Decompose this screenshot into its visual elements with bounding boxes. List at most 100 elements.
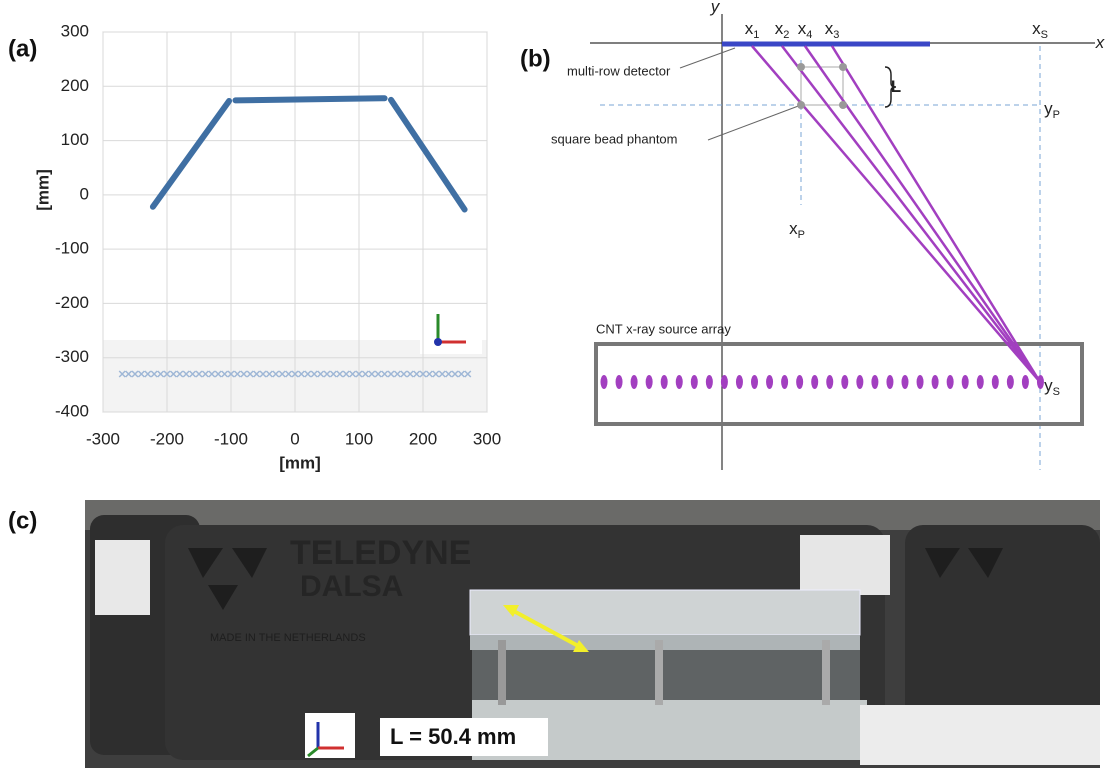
symbol-subscript: S [1041,29,1048,41]
source-marker [368,370,376,378]
source-marker [323,370,331,378]
source-marker [233,370,241,378]
x-tick-label: 200 [409,429,437,448]
x-tick-label: 300 [473,429,501,448]
source-marker [304,370,312,378]
symbol-subscript: S [1053,386,1060,398]
x-tick-label: -100 [214,429,248,448]
symbol-subscript: 4 [806,29,812,41]
x-tick-label: -300 [86,429,120,448]
y-tick-label: -300 [55,347,89,366]
source [720,375,728,389]
source-marker [240,370,248,378]
source [856,375,864,389]
symbol-main: x [1095,33,1105,52]
y-tick-label: 0 [80,184,89,203]
source [886,375,894,389]
source [600,375,608,389]
symbol-main: x [745,19,754,38]
source-marker [246,370,254,378]
source-marker [125,370,133,378]
source [751,375,758,389]
source [781,375,789,389]
source [961,375,969,389]
source-marker [157,370,165,378]
symbol-main: L [891,77,901,96]
source [901,375,909,389]
source-marker [381,370,389,378]
source-marker [355,370,363,378]
symbol-label: x4 [798,19,813,40]
y-tick-label: 300 [61,21,89,40]
source [931,375,939,389]
brand-text: DALSA [300,570,403,603]
source-marker [285,370,293,378]
source [630,375,638,389]
source [871,375,879,389]
symbol-label: x2 [775,19,790,40]
source-marker [297,370,305,378]
detector-line [149,95,468,213]
symbol-main: x [789,219,798,238]
source-marker [445,370,453,378]
source-marker [329,370,337,378]
symbol-label: x1 [745,19,760,40]
measurement-label: L = 50.4 mm [390,724,516,749]
source [735,375,743,389]
source-marker [291,370,299,378]
source-marker [413,370,421,378]
origin-text: MADE IN THE NETHERLANDS [210,632,366,644]
source [826,375,834,389]
diagram-label: multi-row detector [567,63,671,78]
source [766,375,774,389]
photo: L = 50.4 mm TELEDYNE DALSA MADE IN THE N… [85,500,1100,768]
brand-text: TELEDYNE [290,534,471,572]
source-marker [265,370,273,378]
source-marker [176,370,184,378]
symbol-label: xS [1032,19,1048,40]
source-marker [131,370,139,378]
source [1036,375,1044,389]
source [916,375,924,389]
symbol-subscript: P [1053,109,1060,121]
source [705,375,713,389]
source [645,375,653,389]
symbol-subscript: P [798,229,805,241]
symbol-main: x [798,19,807,38]
source-marker [393,370,401,378]
symbol-main: x [1032,19,1041,38]
symbol-label: yS [1044,376,1060,397]
symbol-label: L [891,77,901,96]
source-marker [259,370,267,378]
source-marker [451,370,459,378]
source [675,375,683,389]
source [1006,375,1014,389]
ray [781,45,1041,383]
source [811,375,819,389]
source-marker [137,370,145,378]
symbol-subscript: 3 [833,29,839,41]
x-tick-label: -200 [150,429,184,448]
panel-label: (a) [8,35,37,62]
symbol-main: x [825,19,834,38]
bead [839,101,847,109]
source-marker [278,370,286,378]
bead [797,63,805,71]
source-marker [457,370,465,378]
source-marker [464,370,472,378]
source [946,375,954,389]
diagram-label: CNT x-ray source array [596,321,731,336]
x-axis-label: [mm] [279,453,321,472]
source-marker [150,370,158,378]
source [796,375,804,389]
source-marker [387,370,395,378]
source-marker [214,370,222,378]
source [976,375,984,389]
source [660,375,668,389]
source [991,375,999,389]
symbol-label: x3 [825,19,840,40]
source-marker [208,370,216,378]
ray [803,45,1042,383]
